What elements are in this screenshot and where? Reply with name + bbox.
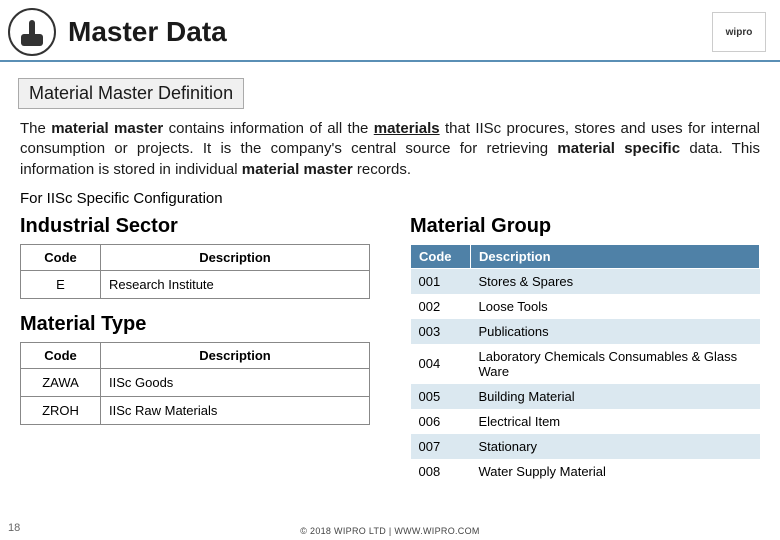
config-subline: For IISc Specific Configuration [0, 180, 780, 207]
section-heading: Material Master Definition [18, 78, 244, 109]
table-row: 004Laboratory Chemicals Consumables & Gl… [411, 344, 760, 384]
cell-code: 007 [411, 434, 471, 459]
table-row: ZROH IISc Raw Materials [21, 396, 370, 424]
cell-desc: Stationary [471, 434, 760, 459]
wipro-logo-icon: wipro [712, 12, 766, 52]
table-row: E Research Institute [21, 270, 370, 298]
intro-bold: material master [242, 161, 353, 178]
table-row: 002Loose Tools [411, 294, 760, 319]
table-header-row: Code Description [21, 244, 370, 270]
intro-bold: material master [51, 120, 163, 137]
iisc-logo-icon [8, 8, 56, 56]
cell-code: ZROH [21, 396, 101, 424]
cell-desc: Stores & Spares [471, 268, 760, 294]
footer-copyright: © 2018 WIPRO LTD | WWW.WIPRO.COM [300, 526, 479, 536]
table-row: 005Building Material [411, 384, 760, 409]
material-type-heading: Material Type [20, 313, 370, 336]
page-title: Master Data [68, 16, 712, 48]
table-row: ZAWA IISc Goods [21, 368, 370, 396]
cell-desc: IISc Goods [101, 368, 370, 396]
cell-code: 006 [411, 409, 471, 434]
cell-code: ZAWA [21, 368, 101, 396]
table-row: 001Stores & Spares [411, 268, 760, 294]
cell-desc: Loose Tools [471, 294, 760, 319]
intro-text: records. [353, 161, 411, 178]
cell-desc: Publications [471, 319, 760, 344]
cell-code: 005 [411, 384, 471, 409]
cell-code: 003 [411, 319, 471, 344]
col-code: Code [411, 244, 471, 268]
col-code: Code [21, 342, 101, 368]
cell-code: 001 [411, 268, 471, 294]
table-row: 007Stationary [411, 434, 760, 459]
material-group-heading: Material Group [410, 215, 760, 238]
col-desc: Description [101, 342, 370, 368]
intro-paragraph: The material master contains information… [0, 119, 780, 180]
cell-desc: Research Institute [101, 270, 370, 298]
material-type-table: Code Description ZAWA IISc Goods ZROH II… [20, 342, 370, 425]
table-header-row: Code Description [411, 244, 760, 268]
page-number: 18 [8, 522, 20, 534]
cell-code: E [21, 270, 101, 298]
table-row: 006Electrical Item [411, 409, 760, 434]
col-desc: Description [471, 244, 760, 268]
cell-desc: IISc Raw Materials [101, 396, 370, 424]
table-row: 008Water Supply Material [411, 459, 760, 484]
cell-desc: Water Supply Material [471, 459, 760, 484]
industrial-sector-table: Code Description E Research Institute [20, 244, 370, 299]
section-heading-wrap: Material Master Definition [18, 78, 762, 109]
material-group-table: Code Description 001Stores & Spares 002L… [410, 244, 760, 484]
right-column: Material Group Code Description 001Store… [410, 211, 760, 484]
table-row: 003Publications [411, 319, 760, 344]
intro-text: The [20, 120, 51, 137]
intro-bold: material specific [557, 140, 680, 157]
intro-underline: materials [374, 120, 440, 137]
cell-desc: Laboratory Chemicals Consumables & Glass… [471, 344, 760, 384]
col-code: Code [21, 244, 101, 270]
intro-text: contains information of all the [163, 120, 373, 137]
cell-code: 008 [411, 459, 471, 484]
cell-desc: Electrical Item [471, 409, 760, 434]
left-column: Industrial Sector Code Description E Res… [20, 211, 370, 484]
cell-code: 002 [411, 294, 471, 319]
industrial-sector-heading: Industrial Sector [20, 215, 370, 238]
col-desc: Description [101, 244, 370, 270]
header: Master Data wipro [0, 0, 780, 62]
cell-desc: Building Material [471, 384, 760, 409]
content-area: Industrial Sector Code Description E Res… [0, 207, 780, 484]
cell-code: 004 [411, 344, 471, 384]
table-header-row: Code Description [21, 342, 370, 368]
